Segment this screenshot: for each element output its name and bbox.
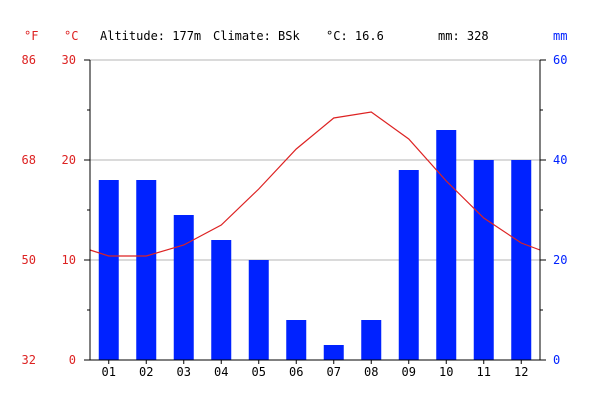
month-label-09: 09 xyxy=(402,365,416,379)
month-label-07: 07 xyxy=(327,365,341,379)
month-label-08: 08 xyxy=(364,365,378,379)
precipitation-bar-05 xyxy=(248,260,269,360)
mm-tick-label-40: 40 xyxy=(553,153,567,167)
month-label-10: 10 xyxy=(439,365,453,379)
fahrenheit-tick-label-32: 32 xyxy=(22,353,36,367)
celsius-tick-label-0: 0 xyxy=(69,353,76,367)
mm-tick-label-0: 0 xyxy=(553,353,560,367)
precipitation-bar-01 xyxy=(98,180,119,360)
precipitation-bar-03 xyxy=(173,215,194,360)
month-label-11: 11 xyxy=(477,365,491,379)
climate-label: Climate: BSk xyxy=(213,29,300,43)
altitude-label: Altitude: 177m xyxy=(100,29,201,43)
precipitation-bar-10 xyxy=(436,130,457,360)
mm-unit-label: mm xyxy=(553,29,567,43)
fahrenheit-unit-label: °F xyxy=(24,29,38,43)
month-label-03: 03 xyxy=(177,365,191,379)
month-label-02: 02 xyxy=(139,365,153,379)
month-label-01: 01 xyxy=(102,365,116,379)
temperature-line xyxy=(89,111,541,257)
mm-tick-label-20: 20 xyxy=(553,253,567,267)
celsius-unit-label: °C xyxy=(64,29,78,43)
temperature-line-group xyxy=(89,111,541,257)
precipitation-bars xyxy=(98,130,532,360)
precipitation-bar-07 xyxy=(323,345,344,360)
precipitation-bar-09 xyxy=(398,170,419,360)
axes xyxy=(84,59,546,364)
grid-lines xyxy=(90,59,540,261)
fahrenheit-tick-label-50: 50 xyxy=(22,253,36,267)
precipitation-total-label: mm: 328 xyxy=(438,29,489,43)
celsius-tick-label-30: 30 xyxy=(62,53,76,67)
celsius-tick-label-20: 20 xyxy=(62,153,76,167)
precipitation-bar-02 xyxy=(136,180,157,360)
mean-temperature-label: °C: 16.6 xyxy=(326,29,384,43)
precipitation-bar-12 xyxy=(511,160,532,360)
precipitation-bar-08 xyxy=(361,320,382,360)
celsius-tick-label-10: 10 xyxy=(62,253,76,267)
precipitation-bar-11 xyxy=(473,160,494,360)
tick-labels: 0 10 20 30 32 50 68 86 0 20 40 60 01 02 03 04 05 06 07 08 09… xyxy=(22,53,568,379)
month-label-04: 04 xyxy=(214,365,228,379)
month-label-12: 12 xyxy=(514,365,528,379)
fahrenheit-tick-label-68: 68 xyxy=(22,153,36,167)
precipitation-bar-06 xyxy=(286,320,307,360)
fahrenheit-tick-label-86: 86 xyxy=(22,53,36,67)
month-label-06: 06 xyxy=(289,365,303,379)
precipitation-bar-04 xyxy=(211,240,232,360)
mm-tick-label-60: 60 xyxy=(553,53,567,67)
month-label-05: 05 xyxy=(252,365,266,379)
